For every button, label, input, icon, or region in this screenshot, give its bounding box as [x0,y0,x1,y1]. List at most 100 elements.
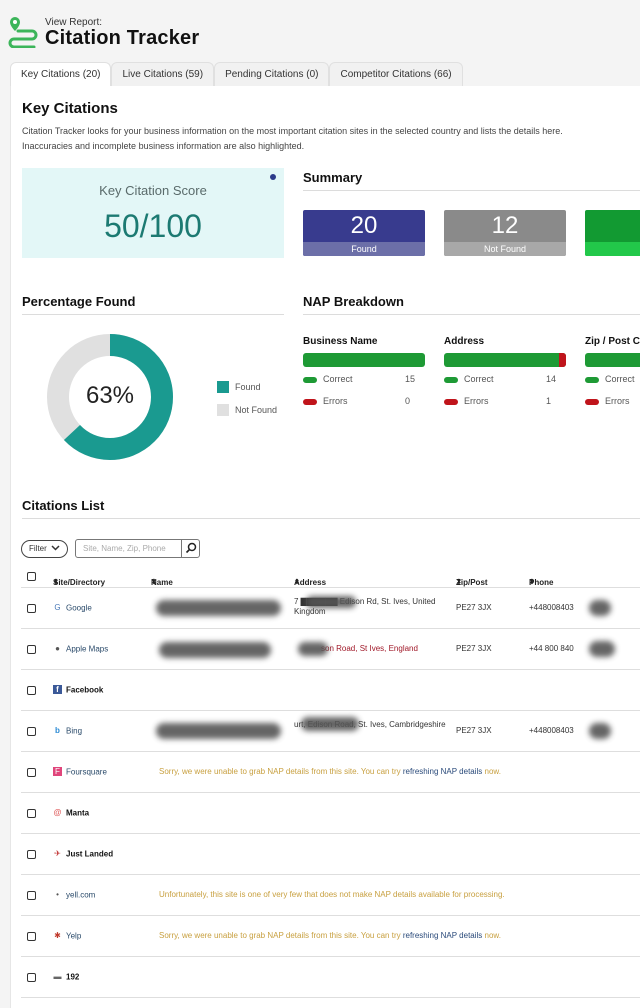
zip-cell: PE27 3JX [456,603,492,612]
stat-value: 1 [585,212,640,240]
table-header-row: ⬍ Site/Directory ⬍ Name ⬍ Address ⬍ Zip/Post… [21,566,640,588]
nap-correct-label: Correct [464,374,494,384]
site-yell[interactable]: • yell.com [53,890,95,899]
address-cell: son Road, St Ives, England [321,644,418,653]
phone-cell: +448008403 [529,726,574,735]
sort-icon: ⬍ [529,579,535,586]
redacted-address [306,596,356,608]
filter-label: Filter [29,544,47,553]
site-apple-maps[interactable]: ● Apple Maps [53,644,108,653]
stat-label: Co [585,242,640,256]
site-manta[interactable]: @ Manta [53,808,90,818]
redacted-address [301,717,359,731]
row-checkbox[interactable] [27,645,36,654]
legend-swatch [217,380,229,393]
correct-pill-icon [303,376,317,383]
header: View Report: Citation Tracker [0,0,640,62]
divider [303,314,640,315]
stat-label: Not Found [444,242,566,256]
row-checkbox[interactable] [27,891,36,900]
site-192[interactable]: ▬ 192 [53,972,80,982]
errors-pill-icon [303,398,317,405]
donut-center-label: 63% [85,382,135,409]
nap-bar [444,353,566,367]
section-title-nap-breakdown: NAP Breakdown [303,294,404,309]
search-input[interactable] [76,540,182,557]
nap-business-name: Business Name Correct 15 Errors 0 [303,336,425,411]
table-row: G Google 7 ▇▇▇▇▇▇ Edison Rd, St. Ives, Un… [21,588,640,629]
legend-label: Found [235,381,261,392]
phone-cell: +448008403 [529,603,574,612]
site-name: Apple Maps [66,644,109,654]
table-row: F Foursquare Sorry, we were unable to gra… [21,752,640,793]
site-facebook[interactable]: f Facebook [53,685,103,695]
tab-key-citations[interactable]: Key Citations (20) [10,62,112,86]
sort-icon: ⬍ [456,579,462,586]
row-checkbox[interactable] [27,604,36,613]
nap-errors-row: Errors 1 [444,391,566,411]
chevron-down-icon [51,545,60,551]
refresh-nap-details-link[interactable]: refreshing NAP details [402,931,483,940]
192-icon: ▬ [53,972,62,982]
table-row: ▬ 192 [21,957,640,998]
site-yelp[interactable]: ✱ Yelp [53,931,81,940]
tab-live-citations[interactable]: Live Citations (59) [111,62,215,86]
site-name: yell.com [66,890,96,900]
info-icon[interactable] [270,174,276,180]
nap-correct-label: Correct [605,374,635,384]
percentage-found-donut-chart [47,334,173,460]
nap-unavailable-message: Unfortunately, this site is one of very … [159,890,505,899]
correct-pill-icon [444,376,458,383]
filter-button[interactable]: Filter [21,540,68,558]
message-text: Sorry, we were unable to grab NAP detail… [159,767,401,776]
redacted-name [159,642,271,658]
address-cell: urt, Edison Road, St. Ives, Cambridgeshi… [294,720,446,729]
site-name: Google [66,603,92,613]
row-checkbox[interactable] [27,686,36,695]
site-bing[interactable]: b Bing [53,726,82,735]
site-google[interactable]: G Google [53,603,92,613]
row-checkbox[interactable] [27,809,36,818]
message-text: now. [484,931,501,940]
nap-correct-row: Correct 15 [303,369,425,389]
errors-pill-icon [444,398,458,405]
nap-errors-row: Errors 0 [303,391,425,411]
key-citation-score-card: Key Citation Score 50/100 [22,168,284,258]
nap-address: Address Correct 14 Errors 1 [444,336,566,411]
section-title-summary: Summary [303,170,363,185]
site-foursquare[interactable]: F Foursquare [53,767,107,777]
nap-unavailable-message: Sorry, we were unable to grab NAP detail… [159,767,501,776]
tab-bar: Key Citations (20) Live Citations (59) P… [10,62,463,86]
row-checkbox[interactable] [27,932,36,941]
redacted-address [298,642,328,656]
nap-errors-count: 1 [546,396,552,406]
column-label: Name [151,578,173,587]
divider [303,190,640,191]
redacted-name [156,600,281,616]
legend-item-not-found: Not Found [217,401,277,419]
divider [22,314,284,315]
row-checkbox[interactable] [27,768,36,777]
row-checkbox[interactable] [27,973,36,982]
view-report-label: View Report: [45,17,103,28]
table-row: • yell.com Unfortunately, this site is on… [21,875,640,916]
site-name: Foursquare [66,767,107,777]
manta-icon: @ [53,808,62,818]
table-row: ● Apple Maps son Road, St Ives, England P… [21,629,640,670]
table-row: f Facebook [21,670,640,711]
nap-zip-post-code: Zip / Post C Correct Errors [585,336,640,411]
tab-pending-citations[interactable]: Pending Citations (0) [214,62,330,86]
tab-competitor-citations[interactable]: Competitor Citations (66) [329,62,463,86]
row-checkbox[interactable] [27,850,36,859]
facebook-icon: f [53,685,62,695]
score-label: Key Citation Score [99,183,207,198]
redacted-phone [589,641,615,657]
refresh-nap-details-link[interactable]: refreshing NAP details [402,767,483,776]
select-all-checkbox[interactable] [27,572,36,581]
search-button[interactable] [181,540,199,557]
site-just-landed[interactable]: ✈ Just Landed [53,849,113,858]
nap-bar [303,353,425,367]
column-label: Zip/Post [456,578,488,587]
nap-errors-label: Errors [605,396,630,406]
row-checkbox[interactable] [27,727,36,736]
